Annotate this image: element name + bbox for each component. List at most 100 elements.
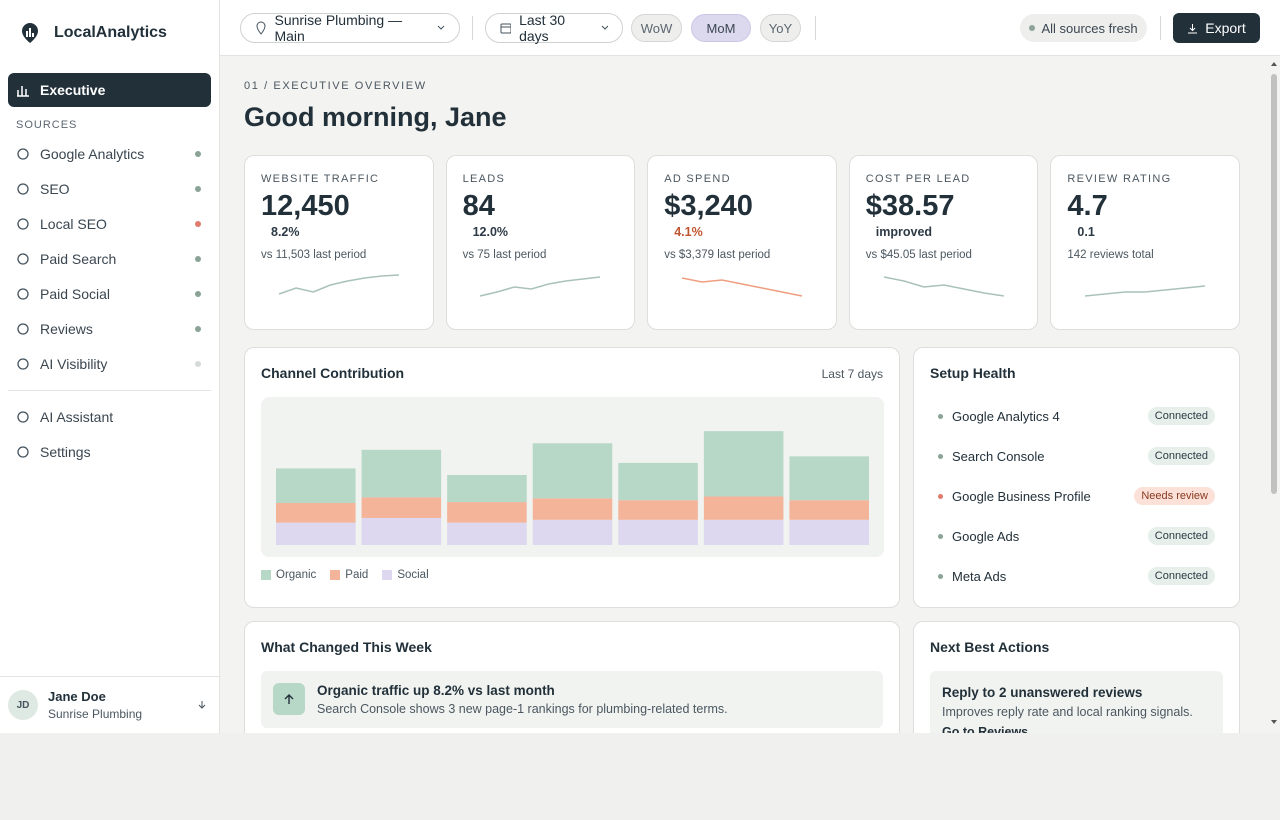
status-badge: Connected <box>1147 407 1215 425</box>
status-badge: Needs review <box>1134 487 1215 505</box>
row: Channel Contribution Last 7 days Organic P… <box>244 347 1240 608</box>
status-dot <box>938 453 943 459</box>
scrollbar[interactable] <box>1268 56 1280 733</box>
chart <box>276 431 869 545</box>
bar-segment <box>532 519 613 545</box>
eyebrow: 01 / EXECUTIVE OVERVIEW <box>244 80 427 92</box>
scrollbar-track <box>1271 62 1277 724</box>
bar-segment <box>532 443 613 499</box>
kpi-label: LEADS <box>462 173 506 185</box>
bar-segment <box>276 468 356 503</box>
kpi-comparison: vs $45.05 last period <box>865 249 972 261</box>
icon-shape <box>17 148 29 160</box>
change-text: Organic traffic up 8.2% vs last month Sea… <box>317 683 728 716</box>
setup-item: Google Business Profile Needs review <box>914 476 1239 516</box>
nav-label: SEO <box>40 181 70 197</box>
card-header: Next Best Actions <box>914 622 1239 655</box>
status-dot <box>195 361 201 367</box>
greeting: Good morning, Jane <box>244 102 507 132</box>
nav-item[interactable]: Executive <box>8 73 211 107</box>
nav-label: Reviews <box>40 321 93 337</box>
sparkline <box>278 274 399 295</box>
actions-list: Reply to 2 unanswered reviews Improves re… <box>914 671 1239 733</box>
nav-item[interactable]: Local SEO <box>8 207 211 241</box>
card-title: What Changed This Week <box>261 639 432 655</box>
icon-shape <box>17 446 29 458</box>
chevron <box>601 25 608 30</box>
user-name: Jane Doe <box>48 689 106 704</box>
kpi-value: $38.57 <box>865 190 955 222</box>
user[interactable]: JD Jane Doe Sunrise Plumbing <box>0 676 219 733</box>
icon-shape <box>17 288 29 300</box>
sparkline <box>883 276 1004 297</box>
bar-segment <box>618 462 698 501</box>
nav-item[interactable]: SEO <box>8 172 211 206</box>
sparkline-path <box>1085 285 1206 297</box>
kpi-delta: 4.1% <box>674 225 703 239</box>
kpi-card: REVIEW RATING 4.7 0.1 142 reviews total <box>1050 155 1240 330</box>
nav-item[interactable]: Reviews <box>8 312 211 346</box>
sparkline <box>681 277 803 297</box>
kpi-delta: improved <box>875 225 933 239</box>
compare-chip[interactable]: WoW <box>631 14 682 42</box>
icon <box>500 23 512 34</box>
card-header: Setup Health <box>914 348 1239 381</box>
icon <box>17 86 29 97</box>
card-title: Channel Contribution <box>261 365 405 381</box>
nav-label: Settings <box>40 444 91 460</box>
nav-item[interactable]: Google Analytics <box>8 137 211 171</box>
brand: LocalAnalytics <box>20 22 167 44</box>
sparkline-path <box>480 276 601 297</box>
export-button[interactable]: Export <box>1173 13 1260 43</box>
icon-shape <box>17 253 29 265</box>
setup-label: Search Console <box>952 448 1045 464</box>
status-badge: Connected <box>1147 567 1215 585</box>
changes-list: Organic traffic up 8.2% vs last month Sea… <box>245 671 899 728</box>
sparkline-path <box>883 276 1004 297</box>
action-link[interactable]: Go to Reviews <box>942 725 1029 733</box>
action-title: Reply to 2 unanswered reviews <box>942 685 1143 700</box>
bar-segment <box>447 522 527 545</box>
kpi-card: LEADS 84 12.0% vs 75 last period <box>445 155 636 330</box>
nav-item[interactable]: AI Assistant <box>8 400 211 434</box>
legend-swatch <box>382 570 393 580</box>
location-select[interactable]: Sunrise Plumbing — Main <box>240 12 460 44</box>
nav-item[interactable]: Paid Search <box>8 242 211 276</box>
user-org: Sunrise Plumbing <box>48 707 143 721</box>
icon <box>17 148 29 160</box>
icon-shape <box>17 183 29 195</box>
status-badge: Connected <box>1147 447 1215 465</box>
range-select[interactable]: Last 30 days <box>485 12 623 44</box>
kpi-comparison: vs 75 last period <box>462 249 547 261</box>
bar-segment <box>789 456 869 501</box>
chevron <box>437 25 445 30</box>
icon-shape <box>17 323 29 335</box>
nav-label: Executive <box>40 82 106 98</box>
nav-label: Paid Social <box>40 286 111 302</box>
bar-segment <box>703 519 784 545</box>
nav-item[interactable]: Paid Social <box>8 277 211 311</box>
icon <box>17 253 29 265</box>
kpi-label: REVIEW RATING <box>1067 173 1172 185</box>
kpi-comparison: 142 reviews total <box>1067 249 1154 261</box>
brand-name: LocalAnalytics <box>54 24 167 41</box>
setup-item: Google Analytics 4 Connected <box>914 396 1239 436</box>
setup-label: Meta Ads <box>952 568 1007 584</box>
legend-swatch <box>261 570 271 580</box>
icon <box>17 358 29 370</box>
bar-segment <box>789 519 869 545</box>
avatar: JD <box>8 690 38 720</box>
export-label: Export <box>1205 20 1246 36</box>
bar-segment <box>703 496 784 520</box>
icon-shape <box>17 411 29 423</box>
nav-item[interactable]: AI Visibility <box>8 347 211 381</box>
separator <box>815 16 816 40</box>
compare-chip[interactable]: YoY <box>760 14 801 42</box>
bar-segment <box>276 522 356 545</box>
compare-chip[interactable]: MoM <box>691 14 751 42</box>
icon <box>17 411 29 423</box>
bar-segment <box>532 498 613 520</box>
nav-item[interactable]: Settings <box>8 435 211 469</box>
icon <box>17 183 29 195</box>
setup-label: Google Business Profile <box>952 488 1091 504</box>
